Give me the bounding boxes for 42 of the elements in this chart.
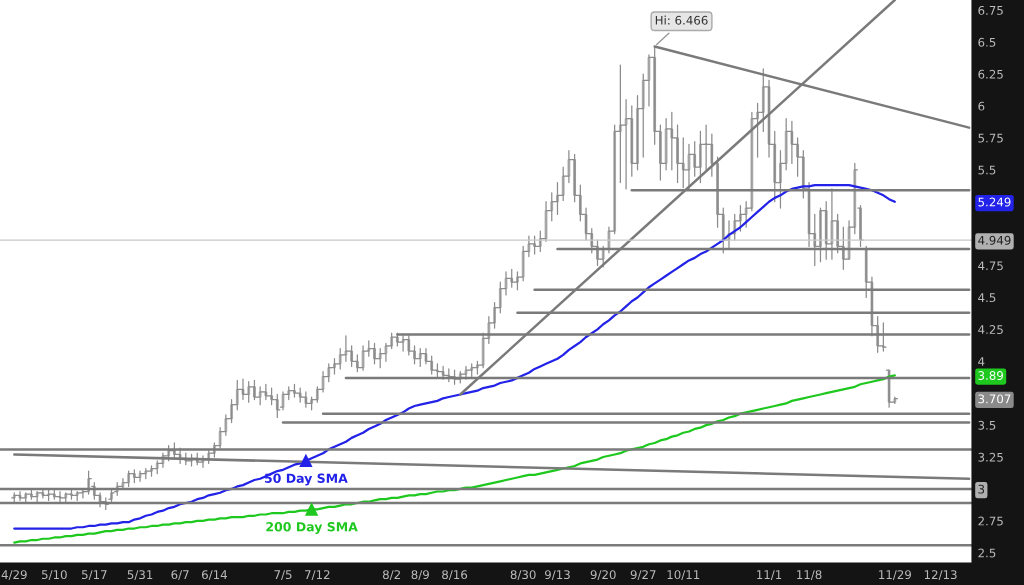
x-tick-label: 8/2 <box>382 570 400 581</box>
y-tick-label: 3.25 <box>978 452 1003 462</box>
x-tick-label: 8/9 <box>411 570 429 581</box>
x-tick-label: 8/16 <box>442 570 468 581</box>
y-tick-label: 6.5 <box>978 37 996 47</box>
x-tick-label: 10/11 <box>667 570 700 581</box>
y-tick-label: 3.5 <box>978 420 996 430</box>
x-tick-label: 4/29 <box>1 570 27 581</box>
x-tick-label: 6/7 <box>171 570 189 581</box>
y-tick-label: 5.75 <box>978 133 1003 143</box>
y-tick-label: 5.249 <box>978 197 1011 207</box>
y-tick-label: 6.25 <box>978 69 1003 79</box>
x-tick-label: 11/29 <box>879 570 911 581</box>
x-tick-label: 5/31 <box>127 570 153 581</box>
y-tick-label: 3.707 <box>978 394 1011 404</box>
y-tick-label: 4.25 <box>978 325 1003 335</box>
y-tick-label: 5.5 <box>978 165 996 175</box>
y-tick-label: 2.5 <box>978 548 996 558</box>
y-tick-label: 4.75 <box>978 261 1003 271</box>
y-tick-label: 2.75 <box>978 516 1003 526</box>
y-tick-label: 6.75 <box>978 5 1003 15</box>
x-tick-label: 5/17 <box>82 570 107 581</box>
x-tick-label: 7/5 <box>274 570 292 581</box>
line-series <box>13 374 896 544</box>
x-tick-label: 12/13 <box>924 570 957 581</box>
x-tick-label: 6/14 <box>201 570 227 581</box>
x-tick-label: 11/1 <box>757 570 782 581</box>
y-tick-label: 6 <box>978 101 985 111</box>
x-tick-label: 11/8 <box>797 570 822 581</box>
x-tick-label: 8/30 <box>510 570 536 581</box>
y-tick-label: 4.5 <box>978 293 996 303</box>
x-tick-label: 9/27 <box>630 570 656 581</box>
y-tick-label: 4.949 <box>978 235 1011 245</box>
annotation: Hi: 6.466 <box>655 15 708 25</box>
x-tick-label: 9/13 <box>544 570 570 581</box>
y-tick-label: 4 <box>978 357 985 366</box>
x-tick-label: 9/20 <box>590 570 616 581</box>
annotation: 200 Day SMA <box>266 522 358 534</box>
y-tick-label: 3.89 <box>978 371 1004 380</box>
x-tick-label: 5/10 <box>41 570 67 581</box>
x-tick-label: 7/12 <box>305 570 330 581</box>
y-tick-label: 3 <box>978 484 985 494</box>
